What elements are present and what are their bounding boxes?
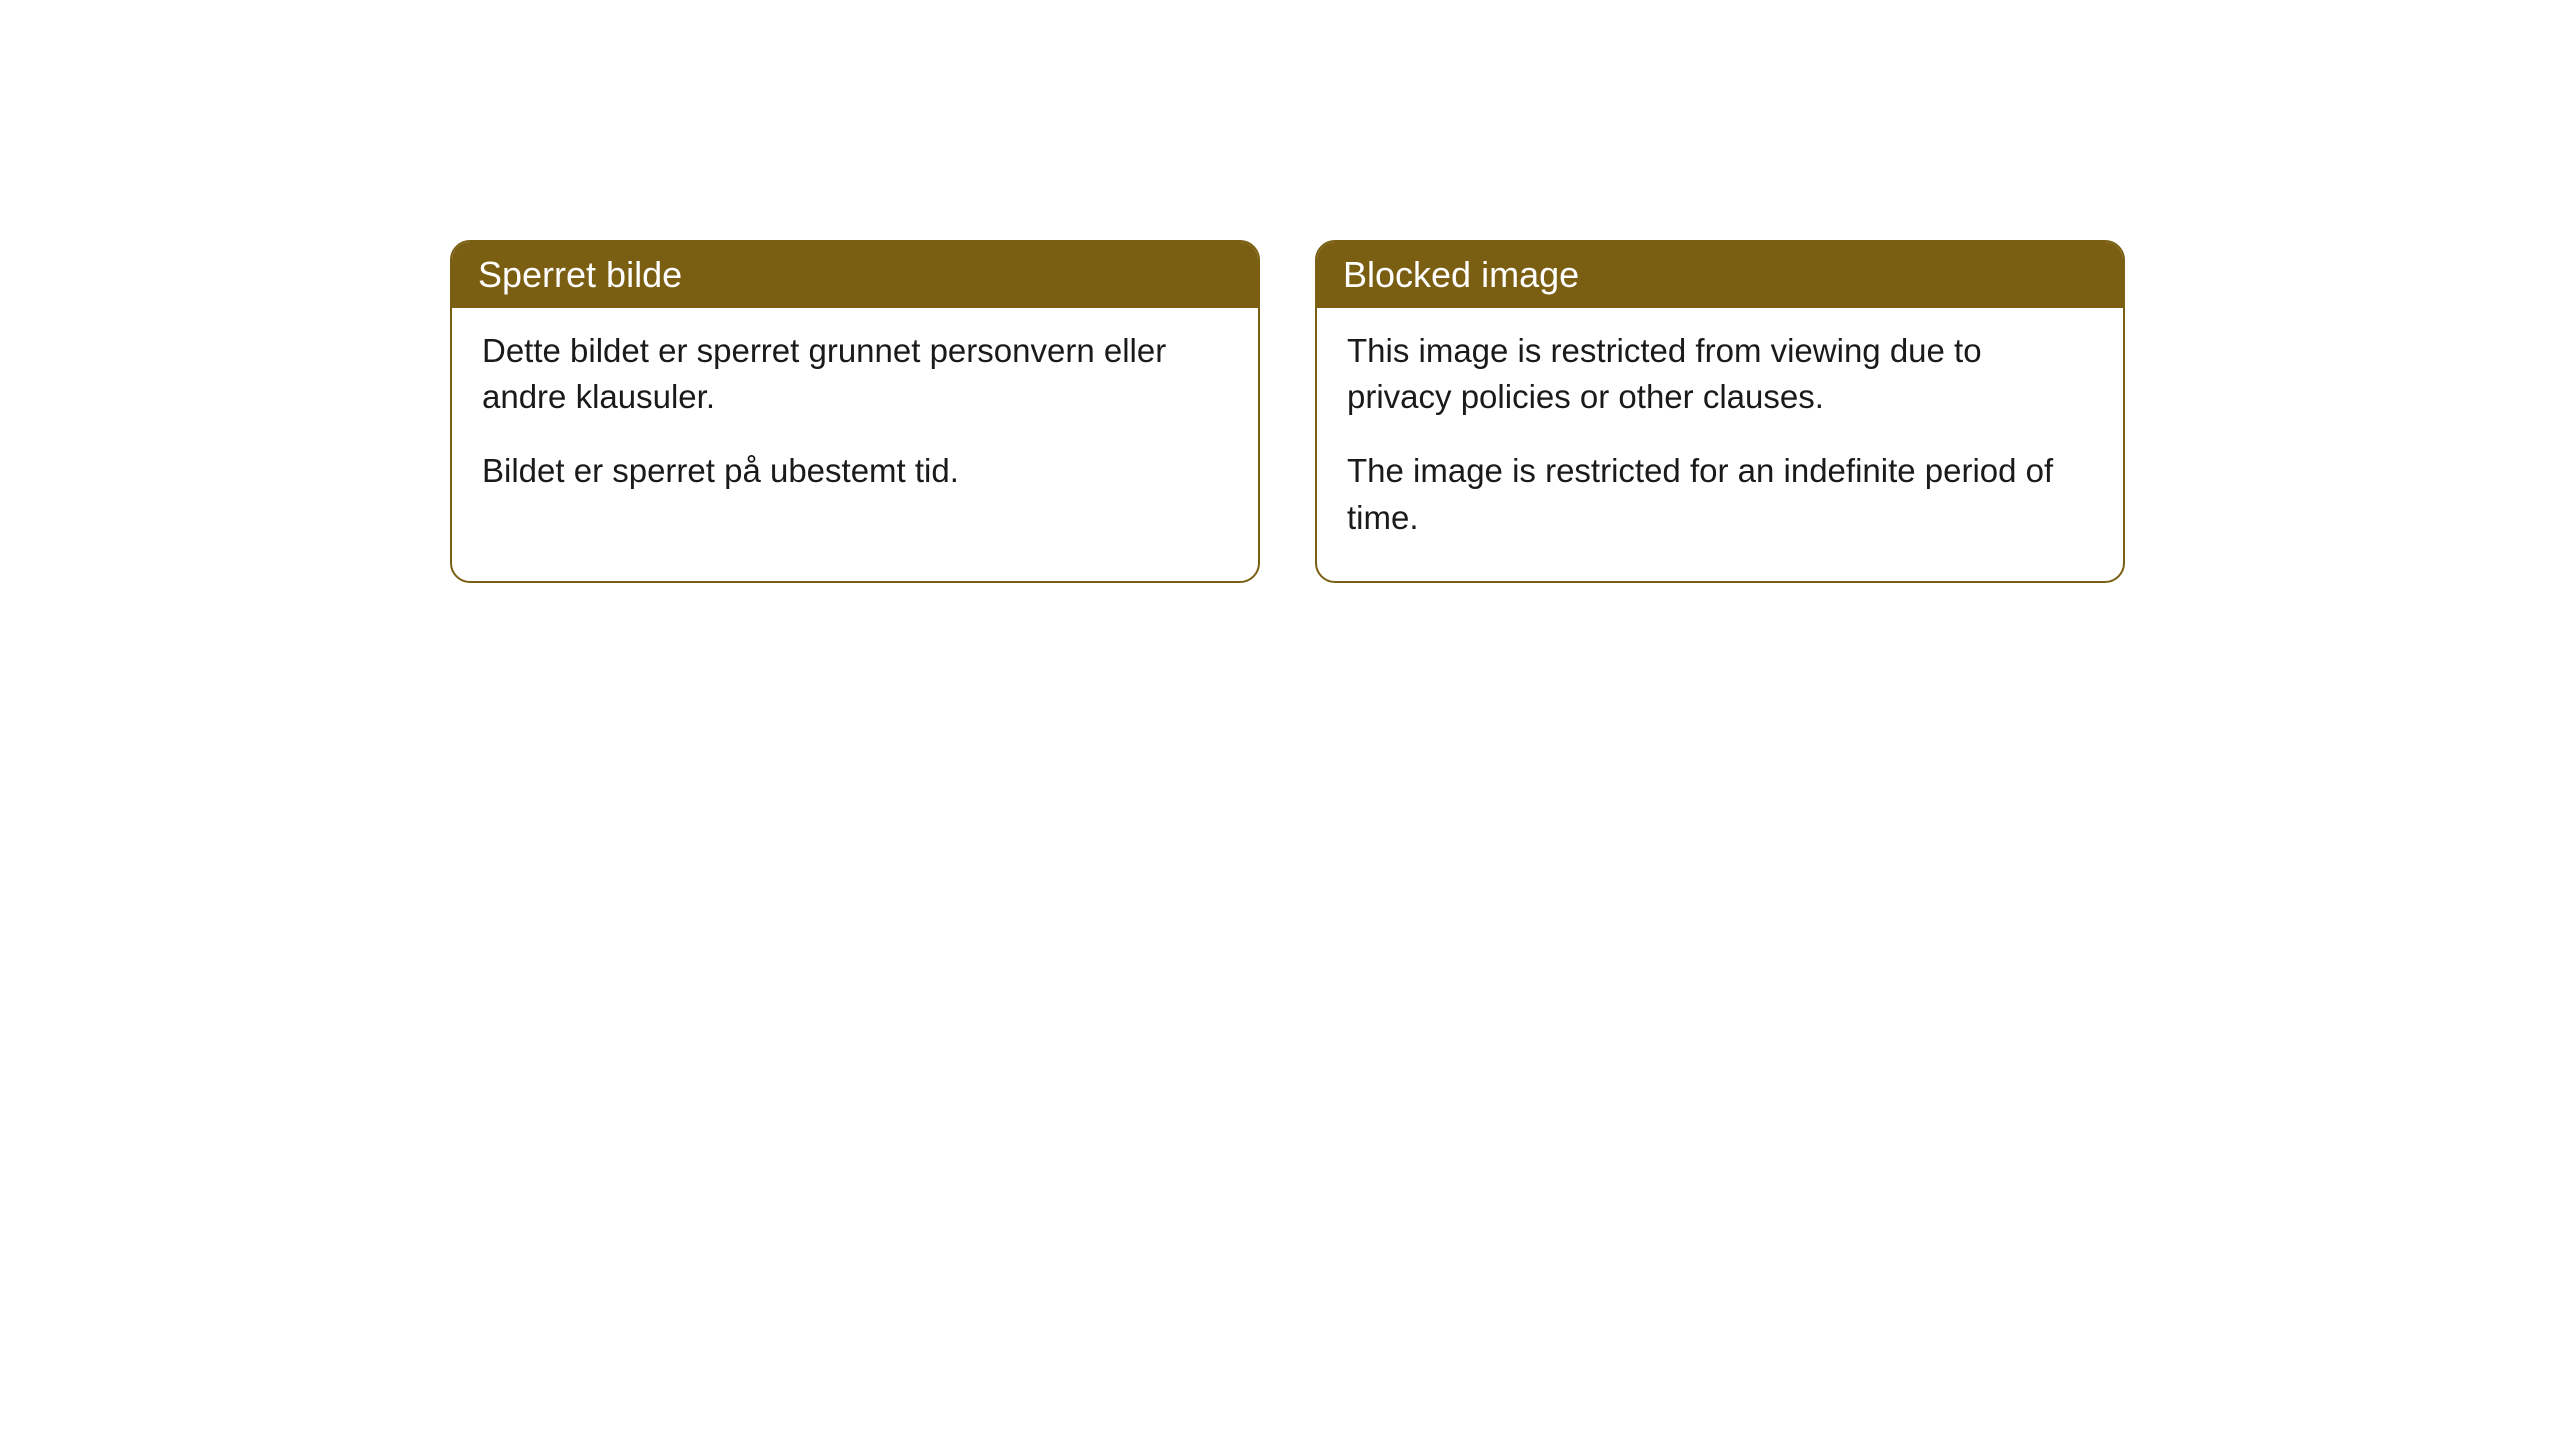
card-header: Blocked image	[1317, 242, 2123, 308]
card-paragraph: This image is restricted from viewing du…	[1347, 328, 2093, 420]
card-header: Sperret bilde	[452, 242, 1258, 308]
notice-card-english: Blocked image This image is restricted f…	[1315, 240, 2125, 583]
card-paragraph: Dette bildet er sperret grunnet personve…	[482, 328, 1228, 420]
card-container: Sperret bilde Dette bildet er sperret gr…	[450, 240, 2560, 583]
card-paragraph: Bildet er sperret på ubestemt tid.	[482, 448, 1228, 494]
notice-card-norwegian: Sperret bilde Dette bildet er sperret gr…	[450, 240, 1260, 583]
card-body: Dette bildet er sperret grunnet personve…	[452, 308, 1258, 535]
card-paragraph: The image is restricted for an indefinit…	[1347, 448, 2093, 540]
card-body: This image is restricted from viewing du…	[1317, 308, 2123, 581]
